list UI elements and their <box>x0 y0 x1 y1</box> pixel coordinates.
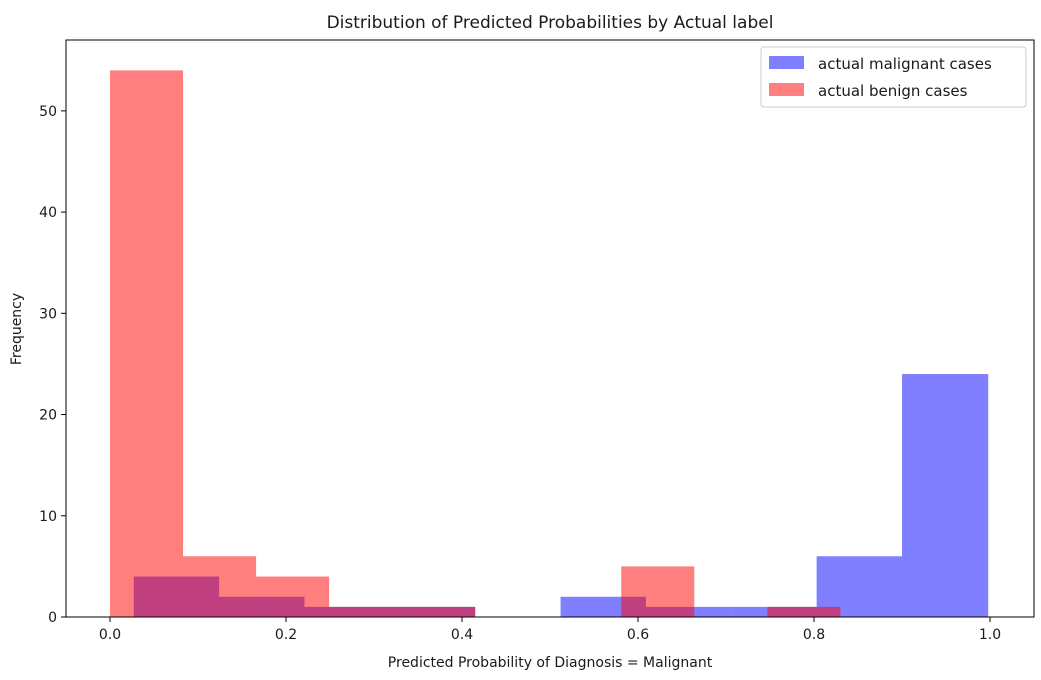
y-axis-label: Frequency <box>9 293 25 365</box>
legend-swatch-malignant <box>769 56 804 69</box>
bars-layer <box>110 70 989 618</box>
bar-benign-7 <box>621 566 695 617</box>
x-axis-label: Predicted Probability of Diagnosis = Mal… <box>388 655 713 671</box>
bar-benign-0 <box>110 70 184 618</box>
legend: actual malignant cases actual benign cas… <box>760 46 1027 108</box>
y-tick-label: 40 <box>39 205 57 221</box>
x-tick-label: 1.0 <box>979 627 1001 643</box>
y-tick-label: 50 <box>39 104 57 120</box>
legend-box <box>760 46 1027 108</box>
y-axis-ticks: 0 10 20 30 40 50 <box>39 104 66 626</box>
bar-benign-2 <box>256 576 330 617</box>
chart-title: Distribution of Predicted Probabilities … <box>327 13 774 33</box>
legend-label-malignant: actual malignant cases <box>818 55 992 73</box>
x-tick-label: 0.0 <box>99 627 121 643</box>
bar-benign-3 <box>329 606 403 617</box>
x-tick-label: 0.6 <box>627 627 649 643</box>
bar-benign-9 <box>767 606 841 617</box>
x-axis-ticks: 0.0 0.2 0.4 0.6 0.8 1.0 <box>99 617 1001 643</box>
x-tick-label: 0.2 <box>275 627 297 643</box>
y-tick-label: 20 <box>39 408 57 424</box>
legend-label-benign: actual benign cases <box>818 82 968 100</box>
legend-swatch-benign <box>769 83 804 96</box>
bar-benign-4 <box>402 606 476 617</box>
y-tick-label: 10 <box>39 509 57 525</box>
bar-malignant-9 <box>902 374 989 617</box>
y-tick-label: 0 <box>48 610 57 626</box>
y-tick-label: 30 <box>39 306 57 322</box>
x-tick-label: 0.4 <box>451 627 473 643</box>
bar-benign-1 <box>183 556 257 617</box>
x-tick-label: 0.8 <box>803 627 825 643</box>
plot-frame <box>65 39 1035 618</box>
